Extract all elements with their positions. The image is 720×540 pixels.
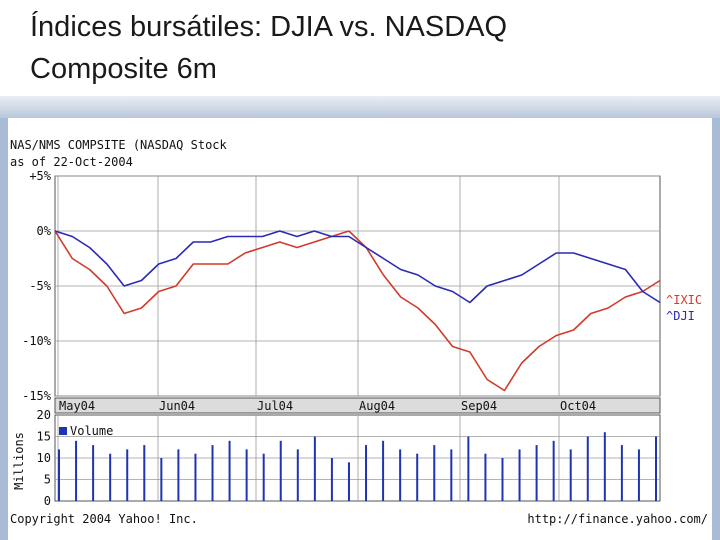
volume-legend-swatch (59, 427, 67, 435)
volume-bar (552, 440, 555, 501)
price-y-axis: +5% 0% -5% -10% -15% (22, 169, 52, 403)
volume-bar (279, 440, 282, 501)
volume-bar (450, 449, 453, 501)
month-tick-label: Jun04 (159, 399, 195, 413)
volume-bar (433, 445, 436, 501)
legend-entry: ^IXIC (666, 293, 702, 307)
volume-bar (313, 436, 316, 501)
slide-title: Índices bursátiles: DJIA vs. NASDAQ Comp… (30, 11, 508, 85)
month-tick-label: Oct04 (560, 399, 596, 413)
volume-bar (569, 449, 572, 501)
month-tick-label: Jul04 (257, 399, 293, 413)
volume-bar (75, 440, 78, 501)
volume-y-tick-label: 10 (37, 451, 51, 465)
chart-canvas: NAS/NMS COMPSITE (NASDAQ Stock as of 22-… (10, 138, 708, 526)
volume-bar (365, 445, 368, 501)
price-y-tick-label: -15% (22, 389, 52, 403)
price-y-tick-label: -10% (22, 334, 52, 348)
stock-chart: NAS/NMS COMPSITE (NASDAQ Stock as of 22-… (8, 118, 712, 540)
chart-header-line2: as of 22-Oct-2004 (10, 155, 133, 169)
volume-bars (58, 432, 657, 501)
volume-bar (211, 445, 214, 501)
volume-bar (177, 449, 180, 501)
price-grid (55, 175, 660, 397)
chart-header-line1: NAS/NMS COMPSITE (NASDAQ Stock (10, 138, 228, 152)
volume-bar (484, 453, 487, 501)
volume-bar (92, 445, 95, 501)
month-tick-label: May04 (59, 399, 95, 413)
volume-bar (245, 449, 248, 501)
volume-y-tick-label: 15 (37, 430, 51, 444)
month-axis-band (54, 397, 661, 414)
volume-ylabel: Millions (12, 432, 26, 490)
volume-y-axis: 20 15 10 5 0 (37, 408, 51, 508)
source-url: http://finance.yahoo.com/ (527, 512, 708, 526)
volume-bar (655, 436, 657, 501)
volume-bar (296, 449, 299, 501)
volume-bar (535, 445, 538, 501)
volume-bar (194, 453, 197, 501)
volume-bar (262, 453, 265, 501)
volume-bar (399, 449, 402, 501)
ixic-line (54, 230, 661, 392)
month-tick-label: Aug04 (359, 399, 395, 413)
volume-bar (467, 436, 470, 501)
title-divider-bar (0, 96, 720, 118)
volume-bar (586, 436, 589, 501)
price-legend: ^IXIC ^DJI (666, 293, 702, 323)
price-y-tick-label: 0% (37, 224, 52, 238)
volume-bar (382, 440, 385, 501)
volume-y-tick-label: 20 (37, 408, 51, 422)
volume-bar (160, 458, 163, 501)
right-border (712, 118, 720, 540)
volume-grid (55, 415, 660, 501)
volume-bar (416, 453, 419, 501)
volume-bar (501, 458, 504, 501)
month-tick-label: Sep04 (461, 399, 497, 413)
x-axis-months: May04 Jun04 Jul04 Aug04 Sep04 Oct04 (59, 399, 596, 413)
volume-bar (228, 440, 231, 501)
volume-bar (518, 449, 521, 501)
price-y-tick-label: +5% (29, 169, 51, 183)
volume-bar (143, 445, 146, 501)
left-border (0, 118, 8, 540)
volume-bar (109, 453, 112, 501)
volume-bar (620, 445, 623, 501)
price-series (54, 230, 661, 392)
price-y-tick-label: -5% (29, 279, 51, 293)
volume-bar (603, 432, 606, 501)
volume-y-tick-label: 5 (44, 473, 51, 487)
volume-bar (58, 449, 60, 501)
volume-bar (126, 449, 129, 501)
volume-bar (637, 449, 640, 501)
copyright-text: Copyright 2004 Yahoo! Inc. (10, 512, 198, 526)
volume-y-tick-label: 0 (44, 494, 51, 508)
volume-bar (347, 462, 350, 501)
volume-bar (330, 458, 333, 501)
legend-entry: ^DJI (666, 309, 695, 323)
dji-line (54, 230, 661, 304)
volume-legend-label: Volume (70, 424, 113, 438)
